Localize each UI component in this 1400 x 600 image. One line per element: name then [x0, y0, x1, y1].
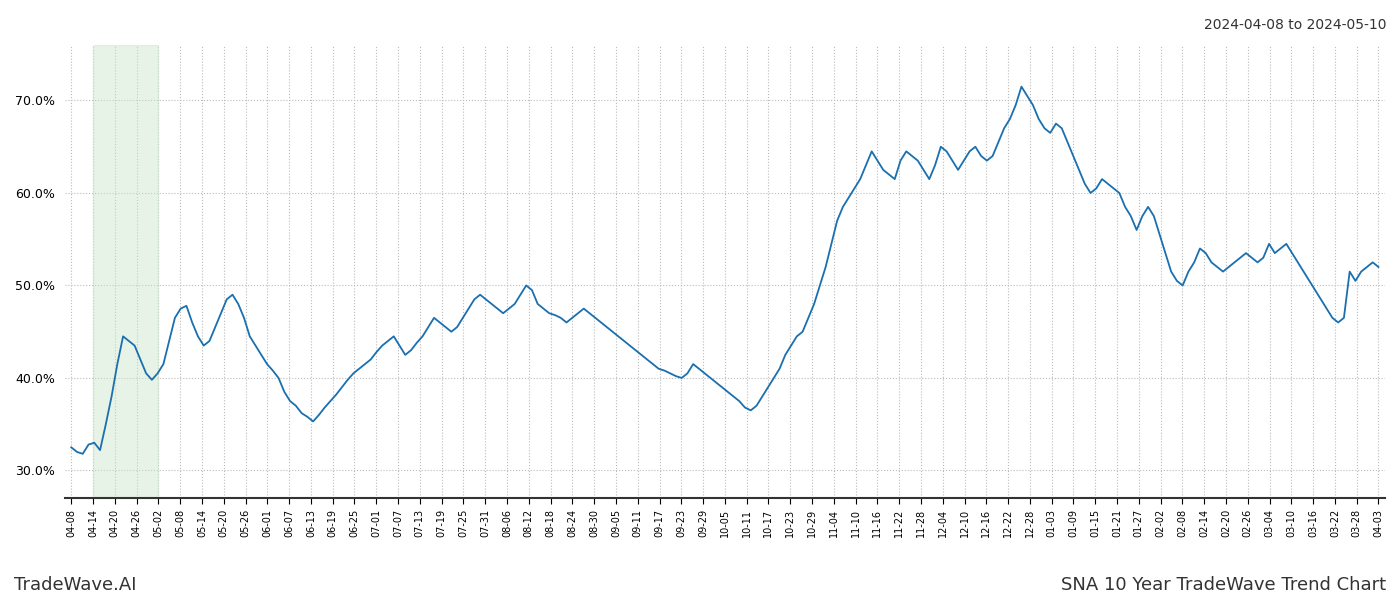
Text: TradeWave.AI: TradeWave.AI — [14, 576, 137, 594]
Text: 2024-04-08 to 2024-05-10: 2024-04-08 to 2024-05-10 — [1204, 18, 1386, 32]
Bar — [92, 45, 158, 498]
Text: SNA 10 Year TradeWave Trend Chart: SNA 10 Year TradeWave Trend Chart — [1061, 576, 1386, 594]
